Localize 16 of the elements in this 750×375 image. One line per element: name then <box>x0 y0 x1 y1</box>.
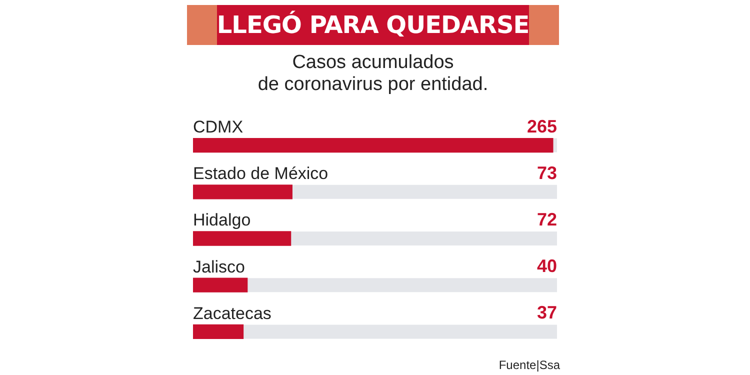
y-tick-label: CDMX <box>193 117 244 136</box>
chart-title: LLEGÓ PARA QUEDARSE <box>216 5 530 45</box>
bar <box>193 324 244 340</box>
data-label: 265 <box>526 116 557 136</box>
data-label: 40 <box>536 256 557 276</box>
source-note: Fuente|Ssa <box>498 358 560 372</box>
y-tick-label: Jalisco <box>193 257 245 276</box>
data-label: 73 <box>536 162 557 183</box>
chart-subtitle: Casos acumulados de coronavirus por entidad. <box>256 52 490 96</box>
y-tick-label: Estado de México <box>193 164 328 184</box>
y-tick-label: Zacatecas <box>193 304 272 323</box>
bar <box>193 278 248 292</box>
bar <box>193 138 554 153</box>
data-label: 37 <box>536 302 557 323</box>
data-label: 72 <box>536 209 557 230</box>
y-tick-label: Hidalgo <box>193 210 251 230</box>
